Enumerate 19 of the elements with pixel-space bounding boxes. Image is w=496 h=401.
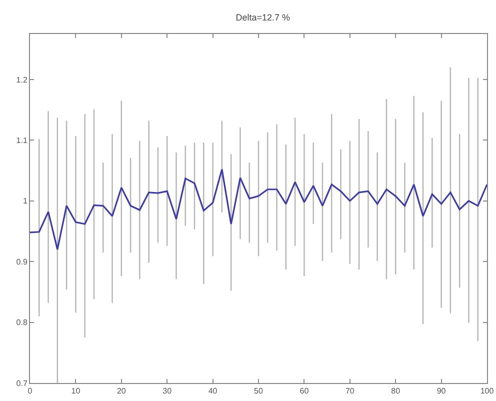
y-tick-label: 1.2 <box>16 75 28 84</box>
x-tick-label: 100 <box>480 386 494 396</box>
y-tick-label: 0.9 <box>16 257 28 266</box>
x-tick-label: 50 <box>254 386 264 396</box>
y-tick-label: 0.7 <box>16 378 28 388</box>
y-tick-label: 1.1 <box>16 136 28 146</box>
x-tick-label: 0 <box>28 386 33 396</box>
x-tick-label: 20 <box>116 386 126 396</box>
x-tick-label: 10 <box>71 386 81 396</box>
line-series <box>30 168 487 250</box>
y-tick-label: 0.8 <box>16 318 28 328</box>
chart-title: Delta=12.7 % <box>236 12 290 22</box>
x-tick-label: 30 <box>162 386 172 396</box>
x-tick-label: 70 <box>345 386 355 396</box>
x-tick-label: 90 <box>436 386 446 396</box>
x-tick-label: 60 <box>300 386 310 396</box>
x-tick-label: 40 <box>208 386 218 396</box>
x-tick-label: 80 <box>391 386 401 396</box>
y-tick-label: 1 <box>22 196 28 206</box>
